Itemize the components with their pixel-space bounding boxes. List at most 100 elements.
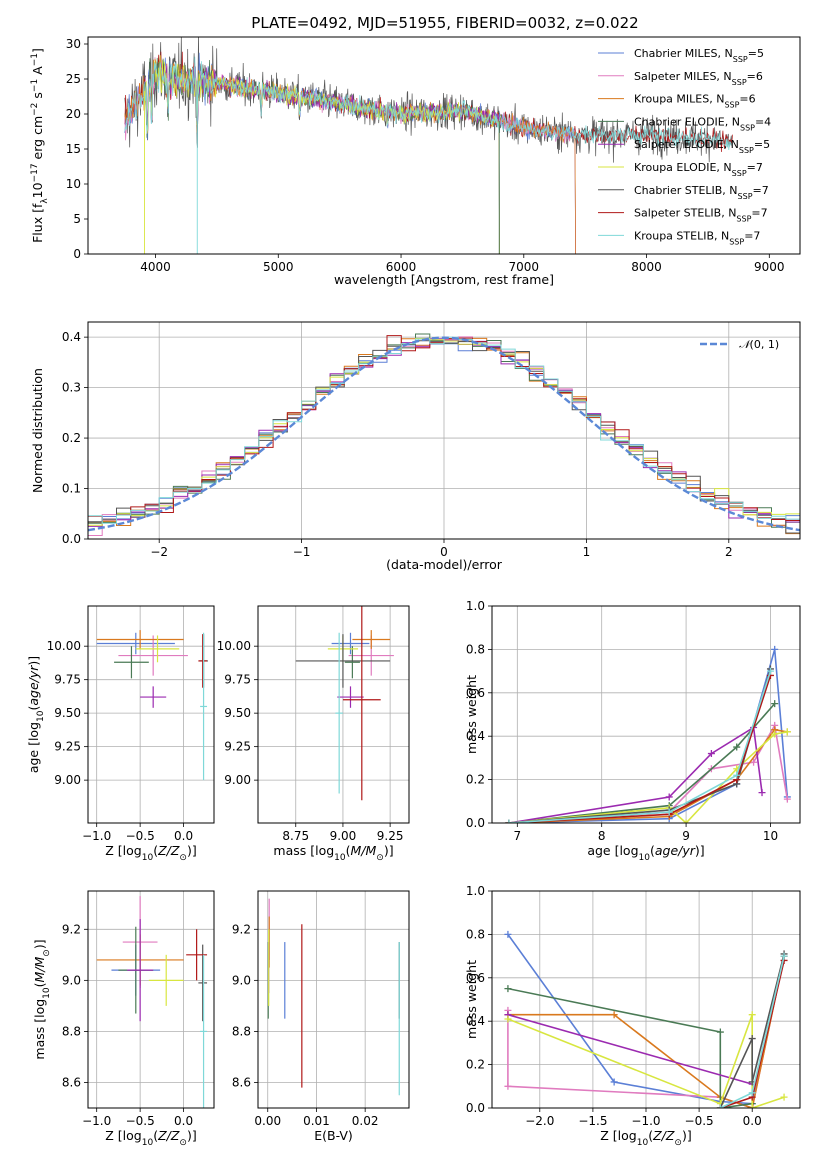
legend-entry: Salpeter ELODIE, NSSP=5 [634,138,770,155]
plot-area [88,333,800,536]
y-tick-label: 0.2 [466,773,485,787]
normal-reference-curve [88,336,800,532]
data-marker [748,1035,756,1043]
figure-title: PLATE=0492, MJD=51955, FIBERID=0032, z=0… [251,14,638,32]
histogram-series [88,336,800,524]
spectrum-series [124,56,733,151]
x-tick-label: −0.5 [126,1114,155,1128]
y-tick-label: 10.00 [217,639,251,653]
y-tick-label: 0.0 [62,532,81,546]
legend-entry: Chabrier MILES, NSSP=5 [634,47,764,64]
data-marker [748,1089,756,1097]
axes-frame [491,605,801,824]
series-line [507,987,753,1108]
y-tick-label: 0.6 [466,971,485,985]
data-marker [665,793,673,801]
x-tick-label: −2.0 [525,1114,554,1128]
y-axis-label: age [log10(age/yr)] [26,656,46,773]
x-tick-label: 0.0 [174,829,193,843]
x-axis-label: age [log10(age/yr)] [587,843,704,863]
x-axis-label: mass [log10(M/M⊙)] [273,843,393,863]
data-marker [733,743,741,751]
data-marker [771,645,779,653]
x-tick-label: −2 [150,545,168,559]
legend-entry: Salpeter MILES, NSSP=6 [634,70,763,87]
data-marker [771,730,779,738]
y-tick-label: 0.0 [466,1101,485,1115]
y-tick-label: 9.25 [54,740,81,754]
x-tick-label: −1.0 [82,1114,111,1128]
x-tick-label: 0.02 [352,1114,379,1128]
y-axis-label: mass weight [464,960,479,1039]
x-tick-label: 2 [725,545,733,559]
panel-residuals: −2 −1 0 1 2 0.0 0.1 0.2 0.3 0.4 𝒩(0, 1) (data-model… [30,321,801,572]
legend-entry: Chabrier STELIB, NSSP=7 [634,184,769,201]
series-line [719,953,785,1108]
x-tick-label: 8000 [631,260,662,274]
data-marker [780,1093,788,1101]
panel-mass_vs_EBV: 0.00 0.01 0.02 8.6 8.8 9.0 9.2 E(B-V) [232,890,410,1143]
y-tick-label: 0.8 [466,642,485,656]
x-tick-label: 5000 [263,260,294,274]
x-tick-label: 9.25 [377,829,404,843]
y-tick-label: 10 [66,177,81,191]
x-tick-label: 0.0 [174,1114,193,1128]
data-marker [750,758,758,766]
x-tick-label: 8.75 [282,829,309,843]
data-marker [504,985,512,993]
panel-mass_vs_Z: −1.0 −0.5 0.0 8.6 8.8 9.0 9.2 Z [log10(Z/Z⊙)] ma… [32,890,215,1148]
legend-entry: Kroupa STELIB, NSSP=7 [634,229,760,246]
y-tick-label: 9.00 [224,773,251,787]
y-tick-label: 0.4 [466,1014,485,1028]
axes-frame [87,605,215,824]
data-marker [748,1104,756,1108]
y-tick-label: 0.4 [62,330,81,344]
y-tick-label: 1.0 [466,884,485,898]
y-tick-label: 0.8 [466,927,485,941]
legend-entry: Kroupa ELODIE, NSSP=7 [634,161,763,178]
data-marker [783,795,791,803]
x-axis-label: wavelength [Angstrom, rest frame] [334,272,554,287]
axes-frame [87,36,801,255]
y-tick-label: 1.0 [466,599,485,613]
y-tick-label: 0.4 [466,729,485,743]
x-tick-label: −1.0 [82,829,111,843]
panel-massweight_vs_Z: −2.0 −1.5 −1.0 −0.5 0.0 0.0 0.2 0.4 0.6 0.8 1.0 Z [… [464,884,801,1148]
data-marker [783,728,791,736]
x-tick-label: 4000 [140,260,171,274]
x-tick-label: 6000 [386,260,417,274]
y-tick-label: 9.75 [224,673,251,687]
y-tick-label: 8.6 [62,1075,81,1089]
series-line [508,668,772,823]
y-tick-label: 30 [66,37,81,51]
x-tick-label: −0.5 [126,829,155,843]
y-tick-label: 9.00 [54,773,81,787]
plot-area [96,896,208,1108]
data-marker [716,1104,724,1108]
y-tick-label: 9.50 [54,706,81,720]
x-tick-label: 10 [763,829,778,843]
x-axis-label: (data-model)/error [386,557,503,572]
y-tick-label: 0.3 [62,381,81,395]
panel-massweight_vs_age: 7 8 9 10 0.0 0.2 0.4 0.6 0.8 1.0 age [log10(age/yr… [464,599,801,863]
y-axis-label: Flux [fλ10−17 erg cm−2 s−1 A−1] [30,48,50,243]
axes-frame [87,890,215,1109]
x-tick-label: 9.00 [330,829,357,843]
x-tick-label: −1.0 [631,1114,660,1128]
plot-area [96,630,208,781]
x-tick-label: 0.0 [743,1114,762,1128]
y-tick-label: 0.2 [62,431,81,445]
x-tick-label: 7 [513,829,521,843]
data-marker [748,1011,756,1019]
data-marker [504,1015,512,1023]
series-line [508,703,776,823]
x-axis-label: Z [log10(Z/Z⊙)] [600,1128,691,1148]
x-tick-label: 9000 [754,260,785,274]
y-tick-label: 5 [73,212,81,226]
legend-entry: 𝒩(0, 1) [739,338,779,351]
panel-age_vs_Z: −1.0 −0.5 0.0 9.00 9.25 9.50 9.75 10.00 Z [log10… [26,605,215,863]
legend-entry: Chabrier ELODIE, NSSP=4 [634,115,771,131]
plot-area [295,606,394,801]
y-axis-label: mass [log10(M/M⊙)] [32,939,52,1059]
